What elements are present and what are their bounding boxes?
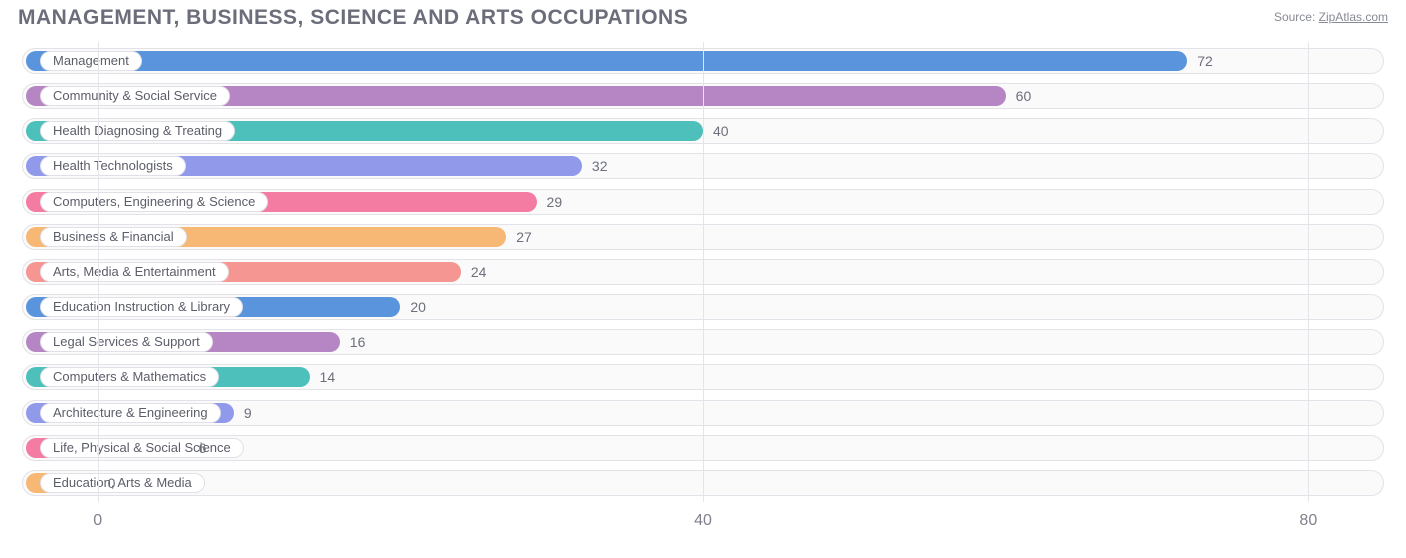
source-attribution: Source: ZipAtlas.com	[1274, 6, 1388, 24]
x-axis-label: 0	[93, 512, 102, 530]
gridline	[1308, 42, 1309, 502]
bar-label-pill: Computers, Engineering & Science	[40, 192, 268, 212]
bar-value-label: 0	[108, 475, 116, 491]
chart-title: MANAGEMENT, BUSINESS, SCIENCE AND ARTS O…	[18, 6, 688, 30]
bar-label-pill: Legal Services & Support	[40, 332, 213, 352]
gridline	[703, 42, 704, 502]
bar-label-pill: Arts, Media & Entertainment	[40, 262, 229, 282]
bar-label-pill: Life, Physical & Social Science	[40, 438, 244, 458]
bar-label-pill: Health Technologists	[40, 156, 186, 176]
bar-value-label: 6	[198, 440, 206, 456]
gridline	[98, 42, 99, 502]
chart-area: Management72Community & Social Service60…	[10, 42, 1396, 542]
bar-label-pill: Health Diagnosing & Treating	[40, 121, 235, 141]
source-label: Source:	[1274, 10, 1315, 24]
bar-value-label: 24	[471, 264, 487, 280]
bar-label-pill: Education, Arts & Media	[40, 473, 205, 493]
bar-value-label: 32	[592, 158, 608, 174]
bar-label-pill: Education Instruction & Library	[40, 297, 243, 317]
bar-value-label: 14	[320, 369, 336, 385]
bar-label-pill: Business & Financial	[40, 227, 187, 247]
bar-fill	[26, 51, 1187, 71]
bar-value-label: 72	[1197, 53, 1213, 69]
bar-value-label: 16	[350, 334, 366, 350]
plot-region: Management72Community & Social Service60…	[22, 42, 1384, 502]
bar-value-label: 40	[713, 123, 729, 139]
bar-value-label: 60	[1016, 88, 1032, 104]
x-axis-label: 40	[694, 512, 712, 530]
source-link[interactable]: ZipAtlas.com	[1319, 10, 1388, 24]
chart-header: MANAGEMENT, BUSINESS, SCIENCE AND ARTS O…	[0, 0, 1406, 34]
x-axis-label: 80	[1299, 512, 1317, 530]
bar-value-label: 9	[244, 405, 252, 421]
bar-label-pill: Community & Social Service	[40, 86, 230, 106]
bar-label-pill: Management	[40, 51, 142, 71]
bar-value-label: 27	[516, 229, 532, 245]
bar-value-label: 29	[547, 194, 563, 210]
bar-label-pill: Architecture & Engineering	[40, 403, 221, 423]
bar-value-label: 20	[410, 299, 426, 315]
bar-label-pill: Computers & Mathematics	[40, 367, 219, 387]
